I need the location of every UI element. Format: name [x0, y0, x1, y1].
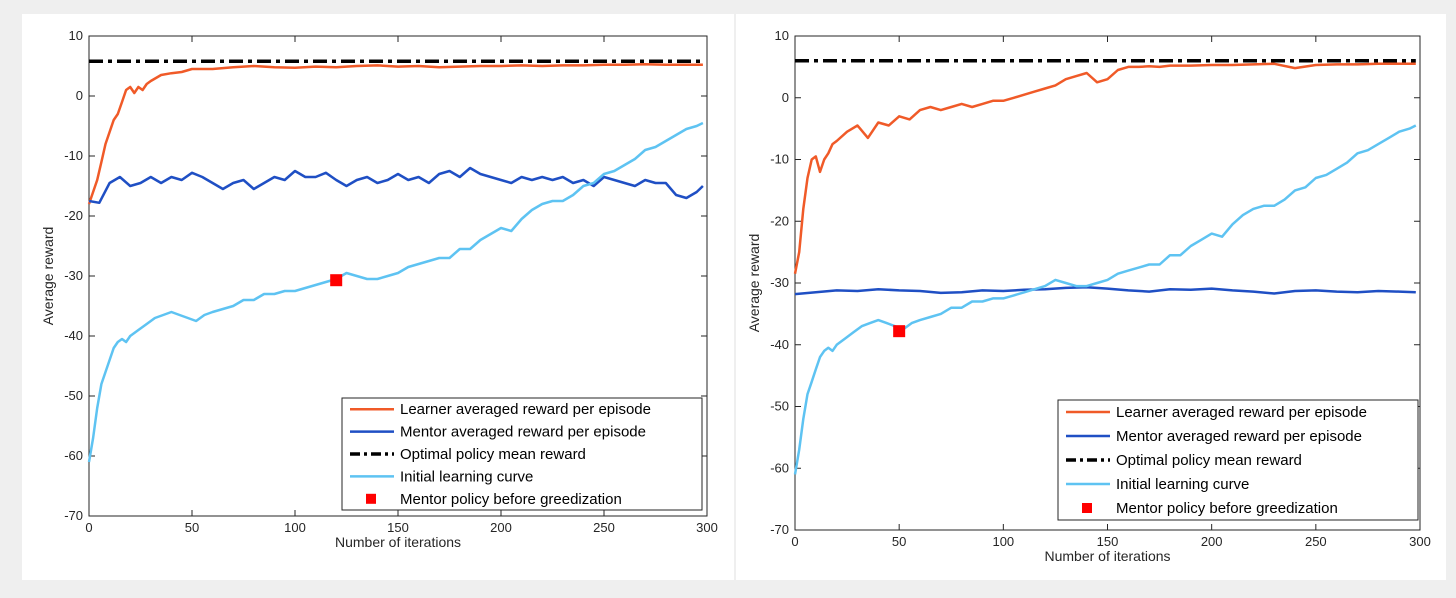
y-tick-label: 10 [775, 28, 789, 43]
legend: Learner averaged reward per episode Mento… [1057, 399, 1419, 521]
x-tick-label: 100 [284, 520, 306, 535]
x-tick-label: 50 [892, 534, 906, 549]
y-tick-label: -30 [770, 275, 789, 290]
y-tick-label: -70 [770, 522, 789, 537]
y-tick-label: -10 [64, 148, 83, 163]
legend-entry-label: Initial learning curve [1116, 476, 1249, 493]
x-axis-label: Number of iterations [1044, 548, 1170, 564]
series-line-1 [87, 62, 703, 205]
x-tick-label: 50 [185, 520, 199, 535]
y-tick-label: -70 [64, 508, 83, 523]
chart-2: 0 50 100 150 200 250 300 -70 -60 -50 -40 -30 -20 -10 0… [736, 14, 1446, 580]
series-line-4 [87, 121, 704, 463]
y-axis-label: Average reward [40, 227, 56, 326]
y-tick-label: 0 [76, 88, 83, 103]
legend-entry-label: Mentor averaged reward per episode [1116, 428, 1362, 445]
series-line-2 [88, 166, 704, 205]
legend-entry-label: Mentor averaged reward per episode [400, 424, 646, 441]
series-line-1 [793, 62, 1416, 274]
chart-1: 0 50 100 150 200 250 300 -70 -60 -50 -40 -30 -20 -10 0… [22, 14, 734, 580]
y-tick-label: -50 [64, 388, 83, 403]
mentor-policy-marker [330, 274, 343, 287]
legend-entry-label: Mentor policy before greedization [400, 491, 622, 508]
mentor-policy-marker [893, 325, 906, 338]
x-tick-label: 150 [1097, 534, 1119, 549]
x-tick-label: 150 [387, 520, 409, 535]
legend-entry-label: Learner averaged reward per episode [400, 401, 651, 418]
legend-box [341, 397, 703, 511]
legend-entry-label: Optimal policy mean reward [1116, 452, 1302, 469]
x-tick-label: 250 [593, 520, 615, 535]
legend-swatch-marker [1082, 503, 1092, 513]
x-tick-label: 300 [696, 520, 718, 535]
legend-entry-label: Optimal policy mean reward [400, 446, 586, 463]
x-tick-label: 250 [1305, 534, 1327, 549]
y-tick-label: -40 [64, 328, 83, 343]
y-tick-label: 10 [69, 28, 83, 43]
y-tick-label: -20 [64, 208, 83, 223]
legend-swatch-marker [366, 493, 376, 504]
y-tick-label: -60 [64, 448, 83, 463]
y-axis-label: Average reward [746, 234, 762, 333]
y-tick-label: -40 [770, 337, 789, 352]
series-line-4 [793, 124, 1417, 475]
x-axis-label: Number of iterations [335, 534, 461, 550]
x-tick-label: 300 [1409, 534, 1431, 549]
y-tick-label: -10 [770, 152, 789, 167]
y-tick-label: -60 [770, 460, 789, 475]
y-tick-label: -30 [64, 268, 83, 283]
y-tick-label: -50 [770, 399, 789, 414]
x-tick-label: 200 [1201, 534, 1223, 549]
x-tick-label: 0 [791, 534, 798, 549]
y-tick-label: -20 [770, 213, 789, 228]
x-tick-label: 100 [992, 534, 1014, 549]
legend-entry-label: Initial learning curve [400, 468, 533, 485]
legend: Learner averaged reward per episode Mento… [341, 397, 703, 511]
x-tick-label: 0 [85, 520, 92, 535]
y-tick-label: 0 [782, 90, 789, 105]
legend-box [1057, 399, 1419, 521]
legend-entry-label: Mentor policy before greedization [1116, 500, 1338, 517]
series-line-2 [794, 286, 1416, 296]
legend-entry-label: Learner averaged reward per episode [1116, 404, 1367, 421]
x-tick-label: 200 [490, 520, 512, 535]
